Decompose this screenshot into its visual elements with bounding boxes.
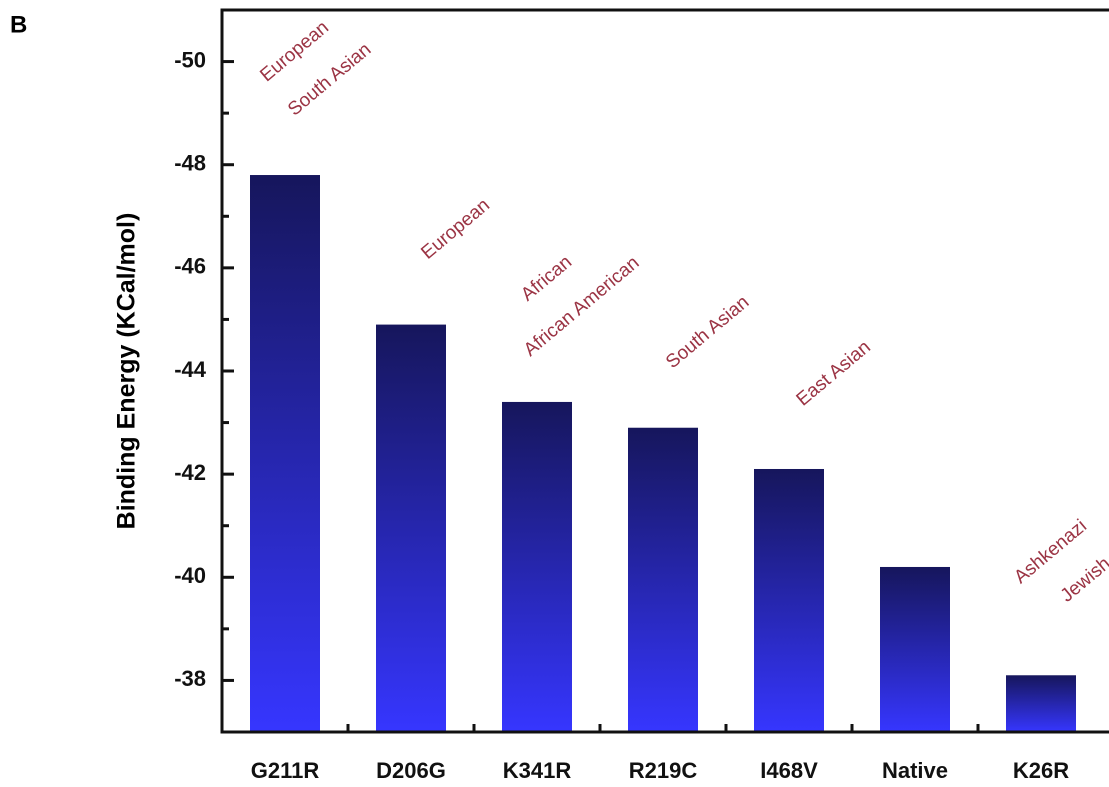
bar-annotation: African bbox=[517, 252, 576, 306]
y-tick-label: -42 bbox=[174, 460, 206, 485]
panel-label: B bbox=[10, 11, 27, 38]
bar-annotation: South Asian bbox=[662, 292, 753, 373]
bar-annotation: European bbox=[417, 195, 494, 264]
y-tick-label: -40 bbox=[174, 563, 206, 588]
x-tick-label: G211R bbox=[251, 758, 320, 783]
x-tick-label: D206G bbox=[376, 758, 446, 783]
x-tick-label: K26R bbox=[1013, 758, 1069, 783]
bar bbox=[628, 427, 698, 732]
x-tick-label: Native bbox=[882, 758, 948, 783]
y-tick-label: -48 bbox=[174, 151, 206, 176]
bar-annotation: Jewish bbox=[1057, 553, 1109, 606]
bar-annotation: African American bbox=[520, 252, 644, 360]
y-tick-label: -44 bbox=[174, 357, 207, 382]
x-tick-label: R219C bbox=[629, 758, 698, 783]
y-axis-label: Binding Energy (KCal/mol) bbox=[113, 213, 141, 530]
y-tick-label: -38 bbox=[174, 666, 206, 691]
bar-annotation: East Asian bbox=[793, 337, 875, 411]
bar bbox=[1006, 675, 1076, 732]
plot-frame bbox=[220, 8, 1109, 734]
y-tick-label: -50 bbox=[174, 47, 206, 72]
bar bbox=[502, 401, 572, 732]
bar bbox=[880, 566, 950, 732]
bar bbox=[250, 175, 320, 732]
bar bbox=[754, 468, 824, 732]
x-tick-label: I468V bbox=[760, 758, 818, 783]
bar bbox=[376, 324, 446, 732]
x-tick-label: K341R bbox=[503, 758, 572, 783]
y-tick-label: -46 bbox=[174, 254, 206, 279]
